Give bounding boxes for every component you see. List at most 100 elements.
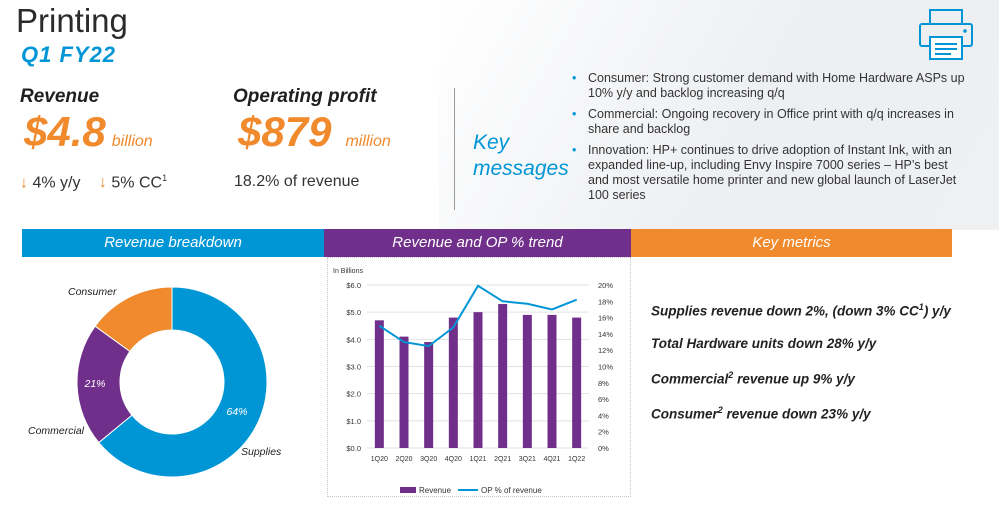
- revenue-unit: billion: [111, 133, 153, 150]
- left-tick-label: $3.0: [346, 363, 361, 372]
- revenue-value-group: $4.8 billion: [24, 108, 153, 156]
- right-tick-label: 16%: [598, 314, 613, 323]
- legend-swatch-revenue: [400, 487, 416, 493]
- category-tick-label: 2Q21: [494, 456, 511, 463]
- bullet-icon: •: [572, 71, 577, 85]
- revenue-value: $4.8: [24, 108, 106, 155]
- revenue-stats: ↓ 4% y/y ↓ 5% CC1: [20, 173, 167, 192]
- left-tick-label: $0.0: [346, 444, 361, 453]
- left-tick-label: $2.0: [346, 390, 361, 399]
- metric-suffix: revenue down 23% y/y: [722, 406, 871, 422]
- revenue-bar: [399, 336, 409, 448]
- right-tick-label: 14%: [598, 330, 613, 339]
- category-tick-label: 4Q20: [445, 456, 462, 463]
- op-profit-value: $879: [238, 108, 332, 155]
- metric-text: Commercial: [651, 371, 729, 387]
- footnote-marker: 2: [717, 405, 723, 415]
- legend-label-consumer: Consumer: [68, 286, 117, 298]
- right-tick-label: 12%: [598, 346, 613, 355]
- metric-item: Commercial2 revenue up 9% y/y: [651, 370, 855, 387]
- right-tick-label: 18%: [598, 297, 613, 306]
- trend-chart-frame: [327, 257, 631, 497]
- metric-suffix: revenue up 9% y/y: [733, 371, 855, 387]
- bullet-text: Innovation: HP+ continues to drive adopt…: [588, 143, 957, 202]
- bullet-text: Commercial: Ongoing recovery in Office p…: [588, 107, 954, 136]
- bullet-icon: •: [572, 143, 577, 157]
- left-tick-label: $6.0: [346, 281, 361, 290]
- revenue-op-trend-chart: In Billions $0.0 $1.0 $2.0 $3.0 $4.0 $5.0 $6.0…: [333, 268, 613, 495]
- revenue-stat-cc: 5% CC: [111, 174, 163, 192]
- left-tick-label: $5.0: [346, 308, 361, 317]
- bullet-icon: •: [572, 107, 577, 121]
- legend-revenue: Revenue: [419, 486, 452, 495]
- legend-label-commercial: Commercial: [28, 425, 85, 437]
- op-profit-unit: million: [345, 133, 391, 150]
- category-tick-label: 2Q20: [395, 456, 412, 463]
- pct-label-consumer: 15%: [161, 368, 182, 380]
- revenue-breakdown-header: Revenue breakdown: [22, 229, 324, 257]
- right-tick-label: 4%: [598, 411, 609, 420]
- divider: [454, 88, 455, 210]
- metric-item: Consumer2 revenue down 23% y/y: [651, 405, 871, 422]
- metric-text: Supplies revenue down 2%, (down 3% CC: [651, 303, 919, 319]
- metric-item: Supplies revenue down 2%, (down 3% CC1) …: [651, 302, 951, 319]
- y-unit-label: In Billions: [333, 268, 363, 275]
- key-metrics-header: Key metrics: [631, 229, 952, 257]
- revenue-stat-yy: 4% y/y: [32, 174, 81, 192]
- right-tick-label: 6%: [598, 395, 609, 404]
- metric-item: Total Hardware units down 28% y/y: [651, 336, 876, 351]
- revenue-bar: [424, 342, 434, 448]
- key-messages-title-line1: Key: [473, 131, 510, 154]
- footnote-marker: 1: [162, 173, 168, 183]
- op-profit-label: Operating profit: [233, 86, 377, 107]
- revenue-bar: [522, 314, 532, 448]
- legend-op: OP % of revenue: [481, 486, 542, 495]
- revenue-bar: [547, 314, 557, 448]
- category-tick-label: 3Q20: [420, 456, 437, 463]
- category-tick-label: 1Q21: [469, 456, 486, 463]
- left-tick-label: $4.0: [346, 335, 361, 344]
- down-arrow-icon: ↓: [98, 174, 107, 192]
- metric-suffix: ) y/y: [923, 303, 951, 319]
- op-profit-stat: 18.2% of revenue: [234, 173, 360, 190]
- revenue-trend-header: Revenue and OP % trend: [324, 229, 631, 257]
- op-pct-line: [378, 284, 578, 348]
- revenue-breakdown-donut: 15% 21% 64% Consumer Commercial Supplies: [28, 286, 282, 478]
- right-tick-label: 0%: [598, 444, 609, 453]
- right-tick-label: 10%: [598, 363, 613, 372]
- list-item: • Commercial: Ongoing recovery in Office …: [572, 107, 972, 137]
- revenue-bar: [498, 304, 508, 448]
- list-item: • Consumer: Strong customer demand with H…: [572, 71, 972, 101]
- bullet-text: Consumer: Strong customer demand with Ho…: [588, 71, 965, 100]
- pct-label-supplies: 64%: [226, 406, 247, 418]
- metric-text: Total Hardware units down 28% y/y: [651, 336, 877, 351]
- background-gradient: [439, 0, 999, 230]
- key-messages-list: • Consumer: Strong customer demand with H…: [572, 71, 972, 209]
- revenue-bar: [374, 320, 384, 448]
- donut-segment-supplies: [98, 286, 268, 478]
- page-subtitle: Q1 FY22: [21, 42, 117, 67]
- legend-label-supplies: Supplies: [241, 446, 282, 458]
- footnote-marker: 2: [728, 370, 734, 380]
- metric-text: Consumer: [651, 406, 718, 422]
- op-profit-value-group: $879 million: [238, 108, 391, 156]
- category-tick-label: 4Q21: [543, 456, 560, 463]
- revenue-bar: [448, 317, 458, 448]
- left-tick-label: $1.0: [346, 417, 361, 426]
- category-tick-label: 3Q21: [519, 456, 536, 463]
- donut-segment-consumer: [94, 286, 173, 353]
- right-tick-label: 2%: [598, 428, 609, 437]
- revenue-bar: [572, 317, 582, 448]
- key-messages-title: Key messages: [473, 130, 569, 182]
- printer-icon: [916, 7, 976, 63]
- page-title: Printing: [16, 2, 128, 39]
- list-item: • Innovation: HP+ continues to drive adop…: [572, 143, 972, 203]
- category-tick-label: 1Q20: [371, 456, 388, 463]
- pct-label-commercial: 21%: [83, 378, 105, 390]
- key-messages-title-line2: messages: [473, 157, 569, 180]
- revenue-bar: [473, 312, 483, 448]
- right-tick-label: 8%: [598, 379, 609, 388]
- right-tick-label: 20%: [598, 281, 613, 290]
- down-arrow-icon: ↓: [20, 174, 28, 192]
- footnote-marker: 1: [918, 302, 924, 312]
